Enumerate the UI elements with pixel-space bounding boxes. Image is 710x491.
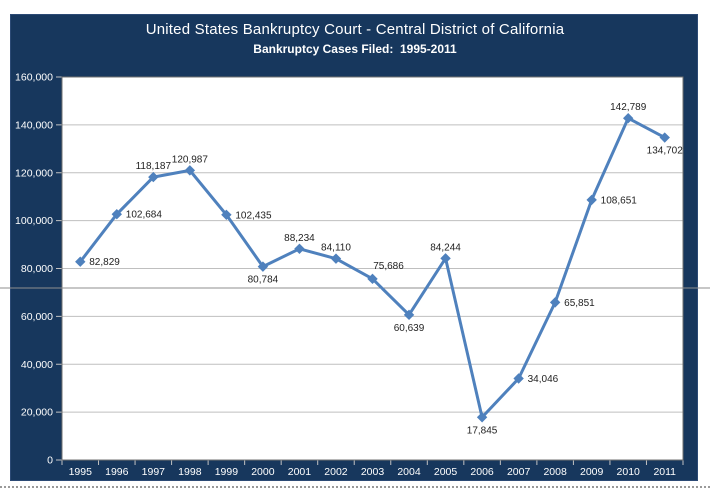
data-point-marker	[184, 165, 196, 176]
data-point-marker	[476, 412, 488, 423]
data-point-label: 134,702	[647, 146, 684, 157]
data-point-label: 80,784	[248, 275, 279, 286]
data-point-label: 120,987	[172, 154, 209, 165]
data-point-label: 65,851	[564, 298, 595, 309]
x-axis-tick-label: 2002	[324, 466, 348, 478]
data-point-label: 142,789	[610, 102, 647, 113]
data-point-label: 108,651	[601, 195, 638, 206]
data-point-marker	[111, 208, 123, 220]
x-axis-tick-label: 2003	[361, 466, 385, 478]
data-point-label: 75,686	[373, 261, 404, 272]
data-point-label: 118,187	[136, 161, 172, 172]
chart-title: United States Bankruptcy Court - Central…	[145, 21, 565, 38]
data-point-marker	[257, 261, 269, 272]
y-axis-tick-label: 140,000	[15, 119, 53, 131]
x-axis-tick-label: 1997	[142, 466, 166, 478]
x-axis-tick-label: 2004	[397, 466, 421, 478]
x-axis-tick-label: 2007	[507, 466, 531, 478]
data-point-marker	[148, 171, 159, 183]
data-point-marker	[75, 256, 86, 267]
data-point-label: 17,845	[467, 425, 498, 436]
data-point-marker	[513, 373, 524, 384]
x-axis-tick-label: 1995	[69, 466, 93, 478]
data-point-label: 102,684	[126, 210, 163, 221]
x-axis-tick-label: 1996	[105, 466, 129, 478]
data-point-marker	[221, 209, 232, 221]
data-point-label: 82,829	[89, 257, 120, 268]
data-point-marker	[294, 243, 305, 254]
data-point-label: 102,435	[235, 210, 272, 221]
y-axis-tick-label: 40,000	[21, 359, 53, 371]
bottom-dotted-border	[0, 486, 710, 488]
data-point-marker	[440, 253, 451, 264]
x-axis-tick-label: 2011	[653, 466, 676, 478]
data-point-label: 34,046	[528, 374, 559, 385]
data-point-marker	[549, 297, 561, 308]
x-axis-tick-label: 2000	[251, 466, 275, 478]
x-axis-tick-label: 2005	[434, 466, 458, 478]
y-axis-tick-label: 160,000	[15, 72, 53, 84]
x-axis-tick-label: 1998	[178, 466, 202, 478]
data-point-marker	[367, 273, 378, 285]
data-point-label: 84,244	[430, 242, 461, 253]
x-axis-tick-label: 2001	[288, 466, 312, 478]
y-axis-tick-label: 120,000	[15, 167, 53, 179]
x-axis-tick-label: 2006	[470, 466, 494, 478]
data-point-marker	[659, 132, 670, 143]
x-axis-tick-label: 2009	[580, 466, 604, 478]
data-point-label: 84,110	[321, 243, 351, 254]
data-point-marker	[622, 112, 634, 124]
y-axis-tick-label: 0	[47, 455, 53, 467]
x-axis-tick-label: 2010	[617, 466, 641, 478]
data-point-label: 60,639	[394, 323, 425, 334]
data-point-marker	[330, 253, 342, 264]
y-axis-tick-label: 20,000	[21, 407, 53, 419]
chart-subtitle: Bankruptcy Cases Filed: 1995-2011	[253, 42, 457, 56]
plot-border	[61, 76, 684, 461]
data-point-marker	[403, 309, 415, 321]
y-axis-tick-label: 60,000	[21, 311, 53, 323]
y-axis-tick-label: 80,000	[21, 263, 53, 275]
x-axis-tick-label: 1999	[215, 466, 239, 478]
data-point-label: 88,234	[284, 233, 315, 244]
x-axis-tick-label: 2008	[543, 466, 567, 478]
y-axis-tick-label: 100,000	[15, 215, 53, 227]
data-point-marker	[586, 194, 597, 206]
